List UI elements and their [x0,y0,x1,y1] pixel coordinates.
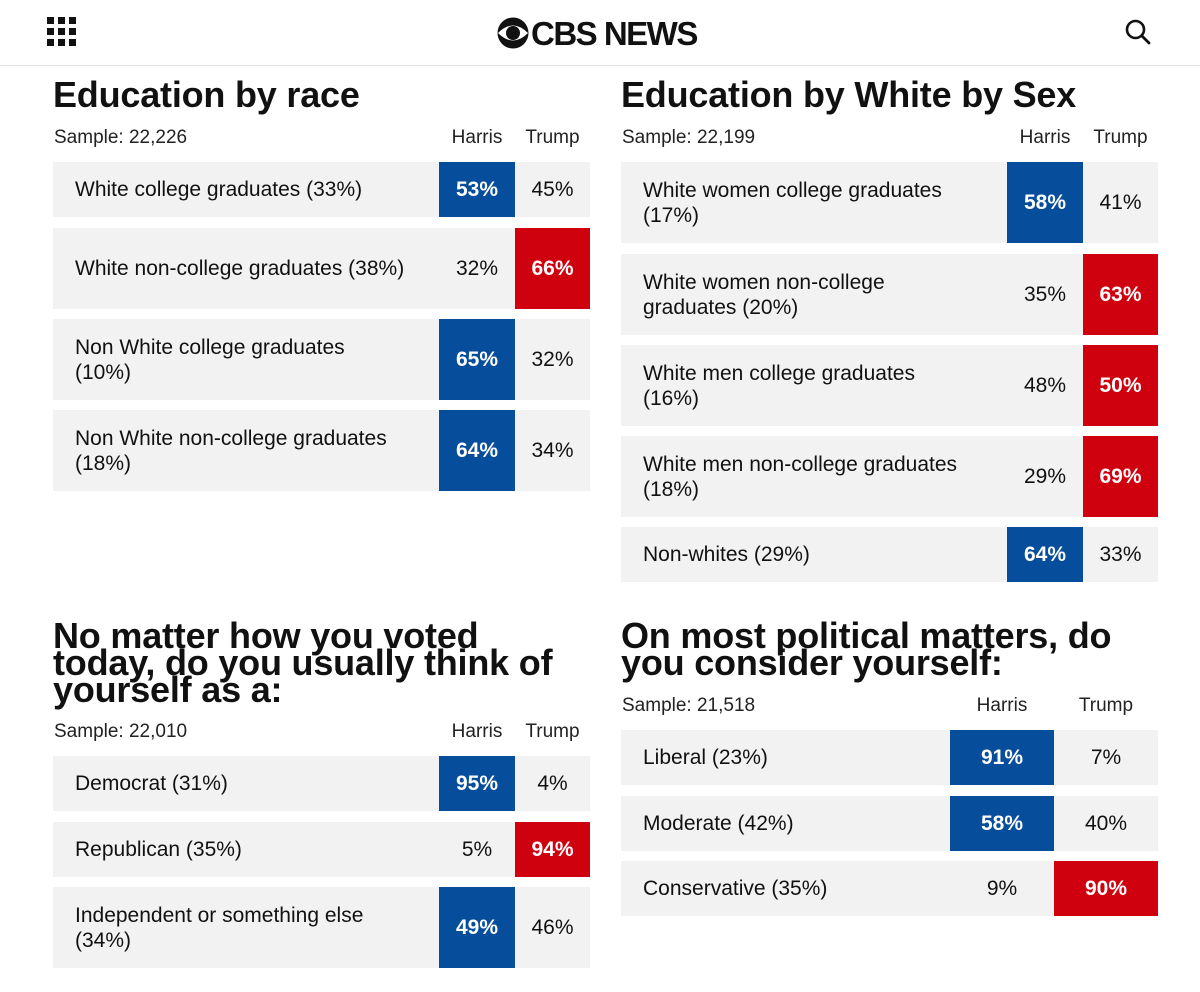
harris-value: 64% [1007,527,1083,582]
harris-value: 65% [439,319,515,400]
trump-value: 69% [1083,436,1158,517]
logo-text: CBS NEWS [531,14,698,52]
table-row: Moderate (42%) 58% 40% [621,796,1158,851]
harris-value: 58% [1007,162,1083,243]
trump-value: 34% [531,438,574,462]
row-label: White college graduates (33%) [75,178,363,201]
table-education-by-white-by-sex: Education by White by Sex Sample: 22,199… [621,74,1158,588]
row-label: White men college graduates (16%) [643,361,915,410]
trump-value: 90% [1054,861,1158,916]
table-row: White men college graduates (16%) 48% 50… [621,345,1158,426]
grid-menu-icon[interactable] [47,17,77,47]
harris-value: 9% [986,876,1018,900]
harris-value: 48% [1023,373,1067,397]
table-political-ideology: On most political matters, do you consid… [621,615,1158,922]
table-row: Non White college graduates (10%) 65% 32… [53,319,590,400]
row-label: Democrat (31%) [75,772,228,795]
table-education-by-race: Education by race Sample: 22,226 Harris … [53,74,590,498]
row-label: Non White college graduates (10%) [75,335,345,384]
harris-value: 29% [1023,464,1067,488]
row-label: White men non-college graduates (18%) [643,452,958,501]
harris-value: 64% [439,410,515,491]
cbs-eye-logo-icon [497,17,529,49]
sample-size: Sample: 22,226 [54,127,188,148]
col-header-harris: Harris [976,695,1028,716]
table-row: Non-whites (29%) 64% 33% [621,527,1158,582]
trump-value: 66% [515,228,590,309]
trump-value: 94% [515,822,590,877]
harris-value: 35% [1023,282,1067,306]
row-label: Conservative (35%) [643,877,828,900]
section-title: Education by White by Sex [621,74,1077,115]
row-label: Non-whites (29%) [643,543,810,566]
row-label: Liberal (23%) [643,746,768,769]
trump-value: 45% [531,177,574,201]
table-row: Republican (35%) 5% 94% [53,822,590,877]
row-label: White non-college graduates (38%) [75,257,405,280]
harris-value: 95% [439,756,515,811]
section-title: No matter how you voted today, do you us… [53,615,553,710]
table-row: Liberal (23%) 91% 7% [621,730,1158,785]
harris-value: 49% [439,887,515,968]
harris-value: 32% [455,256,499,280]
col-header-harris: Harris [1019,127,1071,148]
trump-value: 40% [1084,811,1128,835]
trump-value: 50% [1083,345,1158,426]
table-row: Independent or something else (34%) 49% … [53,887,590,968]
table-party-identification: No matter how you voted today, do you us… [53,615,590,972]
search-icon[interactable] [1124,18,1152,46]
harris-value: 5% [461,837,493,861]
section-title: Education by race [53,74,360,115]
row-label: White women non-college graduates (20%) [643,270,885,319]
table-row: White college graduates (33%) 53% 45% [53,162,590,217]
table-row: Democrat (31%) 95% 4% [53,756,590,811]
col-header-trump: Trump [525,127,580,148]
sample-size: Sample: 22,010 [54,721,188,742]
harris-value: 53% [439,162,515,217]
table-row: Non White non-college graduates (18%) 64… [53,410,590,491]
col-header-harris: Harris [451,127,503,148]
col-header-trump: Trump [525,721,580,742]
trump-value: 63% [1083,254,1158,335]
harris-value: 58% [950,796,1054,851]
row-label: Republican (35%) [75,838,242,861]
table-row: White men non-college graduates (18%) 29… [621,436,1158,517]
col-header-harris: Harris [451,721,503,742]
row-label: Non White non-college graduates (18%) [75,426,387,475]
trump-value: 32% [531,347,574,371]
cbs-news-logo[interactable]: CBS NEWS [497,13,698,53]
section-title: On most political matters, do you consid… [621,615,1112,683]
row-label: Independent or something else (34%) [75,903,364,952]
row-label: Moderate (42%) [643,812,794,835]
trump-value: 46% [531,915,574,939]
row-label: White women college graduates (17%) [643,178,942,227]
trump-value: 33% [1099,542,1142,566]
table-row: Conservative (35%) 9% 90% [621,861,1158,916]
site-header: CBS NEWS [0,0,1200,66]
col-header-trump: Trump [1093,127,1148,148]
trump-value: 7% [1090,745,1122,769]
trump-value: 41% [1099,190,1142,214]
sample-size: Sample: 21,518 [622,695,756,716]
trump-value: 4% [537,771,568,795]
col-header-trump: Trump [1078,695,1134,716]
table-row: White non-college graduates (38%) 32% 66… [53,228,590,309]
harris-value: 91% [950,730,1054,785]
table-row: White women non-college graduates (20%) … [621,254,1158,335]
sample-size: Sample: 22,199 [622,127,756,148]
table-row: White women college graduates (17%) 58% … [621,162,1158,243]
